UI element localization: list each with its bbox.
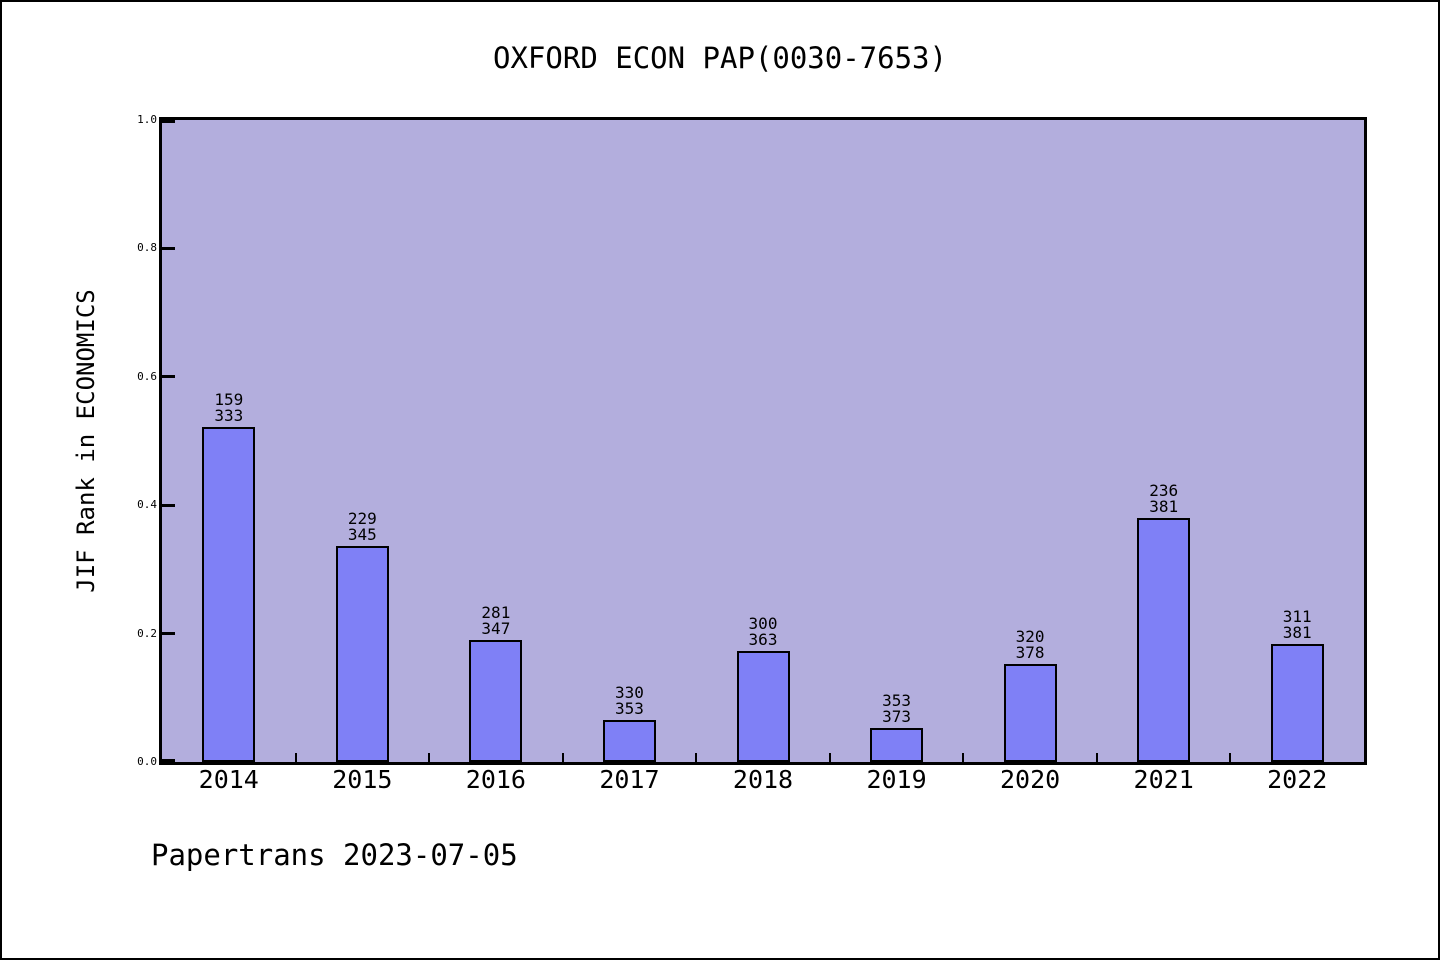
x-minor-tick-mark xyxy=(428,753,431,762)
x-minor-tick-mark xyxy=(828,753,831,762)
x-tick-label-2016: 2016 xyxy=(465,765,526,794)
x-tick-label-2018: 2018 xyxy=(732,765,794,794)
bar-2015 xyxy=(335,546,389,762)
y-tick-label: 0.4 xyxy=(137,498,157,512)
bar-value-label-2021: 236 381 xyxy=(1149,481,1179,516)
y-tick-mark xyxy=(162,375,175,379)
bar-value-label-2020: 320 378 xyxy=(1015,627,1045,662)
chart-title: OXFORD ECON PAP(0030-7653) xyxy=(493,41,947,75)
y-tick-mark xyxy=(162,759,175,762)
y-tick-label: 0.0 xyxy=(137,755,157,768)
y-tick-mark xyxy=(162,120,175,123)
y-tick-mark xyxy=(162,246,175,250)
plot-area: 159 333 229 345 281 347 330 353 300 363 353 3… xyxy=(159,117,1367,765)
y-tick-mark xyxy=(162,503,175,507)
y-axis-label: JIF Rank in ECONOMICS xyxy=(72,289,100,593)
x-tick-label-2019: 2019 xyxy=(866,765,927,794)
x-tick-label-2015: 2015 xyxy=(332,765,393,794)
bar-value-label-2019: 353 373 xyxy=(882,691,911,726)
bar-value-label-2014: 159 333 xyxy=(214,390,244,425)
bar-2016 xyxy=(469,640,523,762)
bar-value-label-2018: 300 363 xyxy=(748,614,778,649)
bar-2021 xyxy=(1137,518,1191,762)
x-minor-tick-mark xyxy=(561,753,564,762)
x-tick-label-2014: 2014 xyxy=(198,765,259,794)
x-minor-tick-mark xyxy=(1095,753,1098,762)
footer-text: Papertrans 2023-07-05 xyxy=(151,838,518,872)
x-minor-tick-mark xyxy=(695,753,698,762)
bar-value-label-2022: 311 381 xyxy=(1282,607,1312,642)
bar-value-label-2017: 330 353 xyxy=(614,683,644,718)
bar-2020 xyxy=(1003,664,1057,762)
bar-2018 xyxy=(736,651,790,762)
x-tick-label-2020: 2020 xyxy=(1000,765,1061,794)
y-tick-label: 1.0 xyxy=(137,113,157,126)
x-minor-tick-mark xyxy=(962,753,965,762)
bar-2019 xyxy=(870,728,924,762)
x-tick-label-2022: 2022 xyxy=(1267,765,1328,794)
y-tick-mark xyxy=(162,632,175,636)
x-tick-label-2017: 2017 xyxy=(599,765,660,794)
x-minor-tick-mark xyxy=(294,753,297,762)
bar-2017 xyxy=(602,720,656,762)
bar-value-label-2016: 281 347 xyxy=(481,603,511,638)
x-tick-label-2021: 2021 xyxy=(1133,765,1194,794)
bar-2022 xyxy=(1270,644,1324,762)
y-tick-label: 0.2 xyxy=(137,626,157,640)
y-tick-label: 0.8 xyxy=(137,241,157,255)
y-tick-label: 0.6 xyxy=(137,369,157,383)
x-minor-tick-mark xyxy=(1229,753,1232,762)
bar-value-label-2015: 229 345 xyxy=(347,509,377,544)
bar-2014 xyxy=(202,427,256,762)
